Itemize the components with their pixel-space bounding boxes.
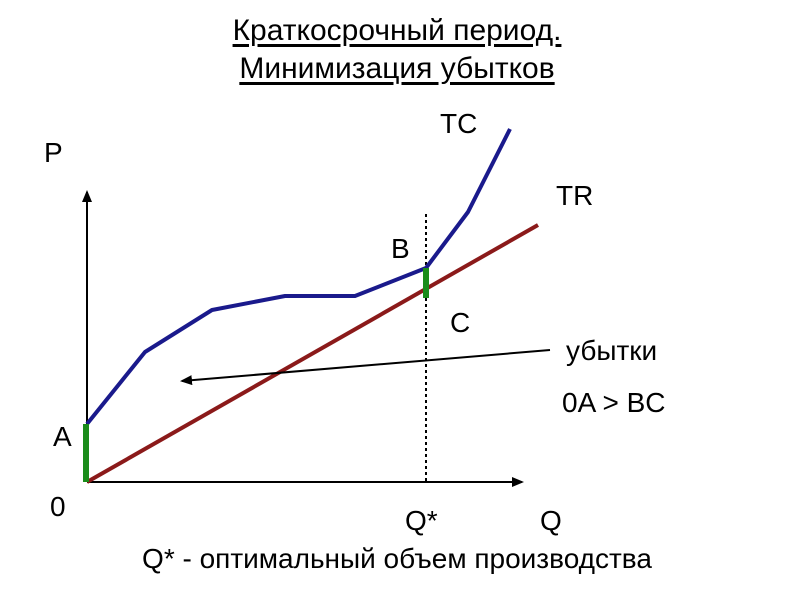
losses-label: убытки bbox=[566, 335, 657, 366]
origin-label: 0 bbox=[50, 491, 66, 522]
tr-line bbox=[86, 223, 539, 484]
point-a-label: A bbox=[53, 421, 72, 452]
title-line-2: Минимизация убытков bbox=[239, 52, 555, 85]
q-star-label: Q* bbox=[405, 505, 438, 536]
x-axis-label: Q bbox=[540, 505, 562, 536]
y-axis-label: P bbox=[44, 137, 63, 168]
losses-arrow bbox=[180, 349, 551, 386]
footnote: Q* - оптимальный объем производства bbox=[142, 543, 652, 574]
inequality-label: 0A > BC bbox=[562, 387, 666, 418]
tc-label: TC bbox=[440, 108, 477, 139]
point-b-label: B bbox=[391, 233, 410, 264]
title-line-1: Краткосрочный период. bbox=[232, 14, 562, 47]
diagram-title: Краткосрочный период. Минимизация убытко… bbox=[0, 12, 794, 88]
tr-label: TR bbox=[556, 180, 593, 211]
tc-curve bbox=[85, 128, 512, 426]
point-c-label: C bbox=[450, 307, 470, 338]
